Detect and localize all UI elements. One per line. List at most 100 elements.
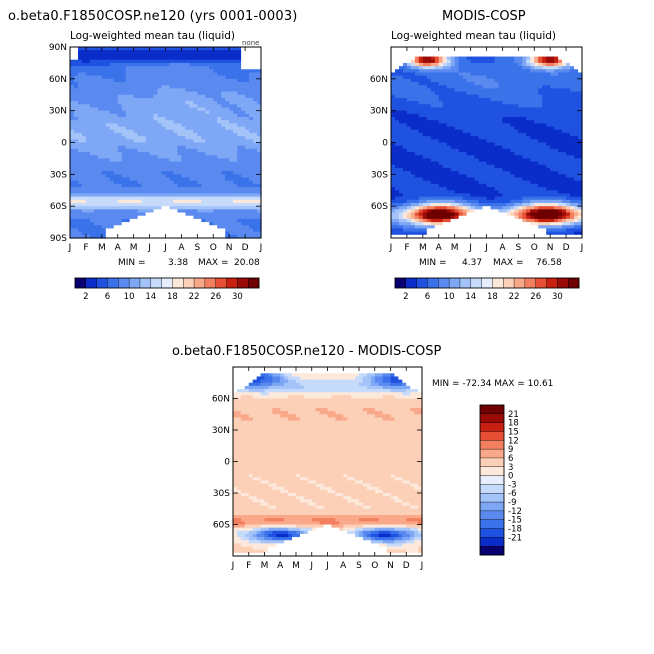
- model-cell: [185, 199, 190, 204]
- obs-cell: [418, 66, 424, 70]
- obs-cell: [391, 59, 396, 64]
- model-cell: [225, 72, 230, 77]
- obs-cell: [530, 56, 535, 61]
- obs-cell: [526, 78, 531, 83]
- model-cell: [85, 47, 91, 51]
- obs-cell: [446, 123, 452, 128]
- model-cell: [249, 97, 254, 102]
- obs-cell: [542, 69, 547, 74]
- obs-cell: [494, 62, 500, 67]
- model-cell: [73, 196, 79, 201]
- obs-cell: [482, 129, 488, 134]
- obs-cell: [502, 148, 507, 153]
- model-cell: [173, 190, 179, 195]
- obs-cell: [562, 104, 567, 109]
- obs-cell: [562, 148, 567, 153]
- model-cell: [77, 145, 83, 150]
- obs-cell: [498, 110, 504, 115]
- model-cell: [229, 129, 234, 134]
- model-cell: [145, 107, 151, 112]
- model-cell: [225, 120, 230, 124]
- model-cell: [205, 101, 210, 105]
- obs-cell: [418, 152, 424, 156]
- obs-cell: [550, 69, 555, 74]
- model-cell: [165, 97, 171, 102]
- model-cell: [193, 107, 198, 112]
- model-cell: [257, 145, 262, 150]
- model-cell: [209, 158, 214, 163]
- model-cell: [121, 104, 127, 109]
- obs-cell: [562, 129, 567, 134]
- model-cell: [185, 69, 190, 74]
- model-cell: [169, 234, 175, 239]
- model-cell: [81, 82, 87, 86]
- obs-cell: [470, 152, 476, 156]
- obs-cell: [446, 62, 452, 67]
- obs-cell: [542, 66, 547, 70]
- model-cell: [145, 161, 151, 166]
- model-cell: [169, 212, 175, 217]
- model-cell: [165, 171, 171, 175]
- model-cell: [197, 167, 202, 172]
- model-cell: [105, 225, 111, 230]
- model-cell: [161, 50, 167, 54]
- obs-cell: [574, 126, 579, 131]
- model-cell: [77, 117, 83, 121]
- obs-cell: [414, 164, 420, 169]
- obs-cell: [526, 62, 531, 67]
- obs-cell: [570, 113, 575, 118]
- model-cell: [165, 183, 171, 188]
- obs-cell: [522, 113, 527, 118]
- model-cell: [201, 145, 206, 150]
- model-cell: [125, 174, 131, 179]
- model-cell: [205, 196, 210, 201]
- model-cell: [225, 167, 230, 172]
- model-cell: [189, 234, 194, 239]
- obs-cell: [394, 113, 400, 118]
- model-cell: [101, 152, 107, 156]
- model-cell: [70, 171, 75, 175]
- model-cell: [165, 59, 171, 64]
- model-cell: [173, 196, 179, 201]
- model-cell: [81, 59, 87, 64]
- obs-cell: [426, 177, 432, 182]
- model-cell: [133, 50, 139, 54]
- model-cell: [85, 78, 91, 83]
- obs-cell: [514, 104, 519, 109]
- obs-cell: [558, 145, 563, 150]
- model-cell: [257, 66, 262, 70]
- model-cell: [153, 110, 159, 115]
- model-cell: [181, 62, 186, 67]
- model-cell: [77, 142, 83, 147]
- obs-cell: [534, 126, 539, 131]
- model-cell: [209, 91, 214, 96]
- obs-cell: [450, 53, 456, 58]
- model-cell: [253, 158, 258, 163]
- obs-cell: [406, 145, 412, 150]
- model-cell: [141, 104, 147, 109]
- obs-cell: [466, 107, 472, 112]
- model-cell: [117, 145, 123, 150]
- obs-cell: [454, 155, 460, 160]
- model-cell: [70, 228, 75, 233]
- obs-cell: [546, 66, 551, 70]
- model-cell: [185, 209, 190, 214]
- obs-cell: [574, 123, 579, 128]
- model-cell: [181, 104, 186, 109]
- model-cell: [161, 75, 167, 80]
- model-cell: [97, 50, 103, 54]
- model-cell: [81, 215, 87, 220]
- obs-cell: [434, 62, 440, 67]
- model-cell: [233, 117, 238, 121]
- obs-cell: [430, 158, 436, 163]
- model-cell: [113, 180, 119, 185]
- obs-cell: [442, 75, 448, 80]
- model-cell: [241, 145, 246, 150]
- obs-cell: [526, 164, 531, 169]
- obs-cell: [470, 62, 476, 67]
- model-ytick-label: 30S: [50, 170, 67, 180]
- model-cell: [145, 183, 151, 188]
- model-cell: [93, 180, 99, 185]
- obs-cell: [478, 123, 484, 128]
- model-cell: [169, 97, 175, 102]
